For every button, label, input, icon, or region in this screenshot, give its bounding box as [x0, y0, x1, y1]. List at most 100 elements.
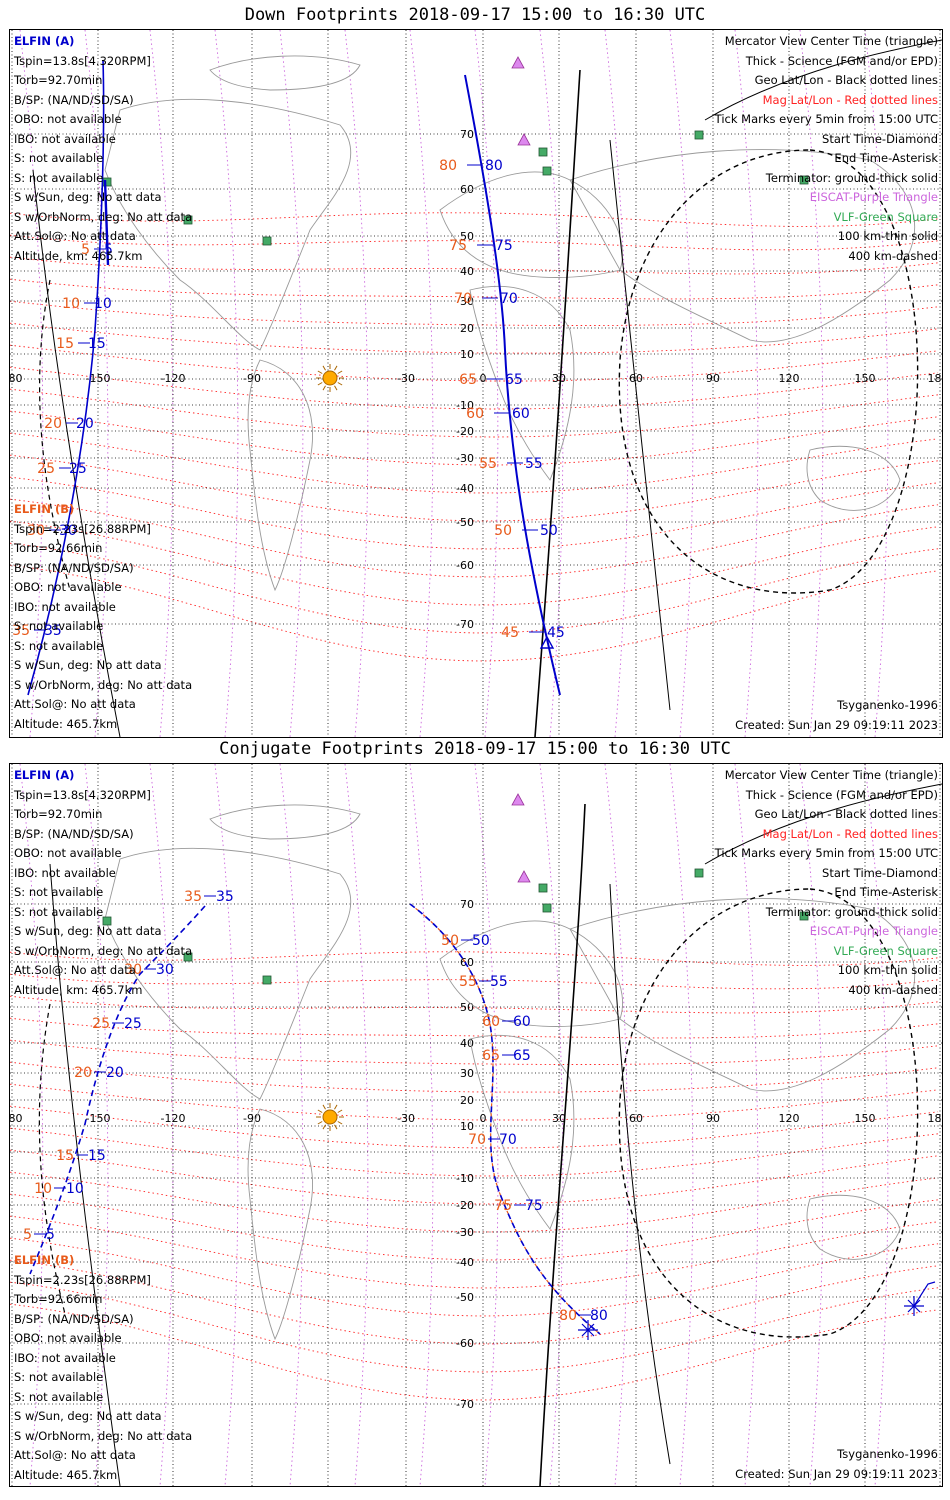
mag-lat-line [10, 432, 939, 494]
sun-icon [322, 370, 338, 386]
info-line: B/SP: (NA/ND/SD/SA) [14, 560, 134, 575]
lat-label: -20 [456, 425, 474, 438]
legend-item: Mercator View Center Time (triangle) [724, 768, 938, 782]
track-a-tick-label-blue: 50 [472, 933, 490, 949]
track-b-tick-label-blue: 25 [124, 1016, 142, 1032]
track-b-tick-label-red: 5 [81, 242, 90, 258]
dashed-400km [618, 149, 919, 594]
track-a-tick-label-blue: 55 [490, 974, 508, 990]
continent-outline [469, 285, 575, 481]
info-line: Altitude, km: 465.7km [14, 982, 143, 997]
track-a-tick-label-blue: 75 [525, 1198, 543, 1214]
continent-outline [806, 445, 901, 511]
info-line: OBO: not available [14, 112, 122, 126]
lat-label: -40 [456, 1256, 474, 1269]
lon-label: 60 [629, 372, 643, 385]
terminator-line [539, 803, 586, 1486]
mag-lat-line [10, 322, 939, 354]
terminator-line [704, 39, 942, 121]
sun-ray [322, 365, 326, 371]
track-b-tick-label-blue: 15 [88, 1148, 106, 1164]
mag-lon-line [474, 30, 499, 737]
info-line: Altitude: 465.7km [14, 716, 118, 731]
track-a-tick-label-blue: 65 [513, 1048, 531, 1064]
sun-ray [334, 1124, 338, 1130]
legend-item: Mag Lat/Lon - Red dotted lines [762, 92, 938, 107]
continent-outline [569, 149, 915, 343]
sun-ray [322, 385, 326, 391]
lon-label: -30 [397, 1112, 415, 1125]
lon-label: -90 [243, 372, 261, 385]
sun-ray [317, 1109, 323, 1113]
info-line: B/SP: (NA/ND/SD/SA) [14, 1311, 134, 1326]
terminator-line [609, 139, 671, 711]
legend-item: End Time-Asterisk [834, 885, 938, 899]
elfin-a-header: ELFIN (A) [14, 768, 75, 782]
panel-title-down: Down Footprints 2018-09-17 15:00 to 16:3… [244, 5, 706, 25]
info-line: S: not available [14, 1389, 104, 1404]
legend-item: VLF-Green Square [833, 943, 938, 958]
elfin-a-info: ELFIN (A) Tspin=13.8s[4.320RPM] Torb=92.… [14, 766, 192, 1000]
mag-lat-line [10, 1281, 939, 1373]
down-footprints-map: 70605040302010-10-20-30-40-50-60-70-180-… [9, 29, 943, 738]
legend-item: End Time-Asterisk [834, 151, 938, 165]
track-b-tick-label-red: 10 [62, 296, 80, 312]
lon-label: 60 [629, 1112, 643, 1125]
vlf-square-icon [799, 175, 809, 185]
lon-label: 0 [480, 1112, 487, 1125]
track-b-tick-label-red: 25 [37, 461, 55, 477]
track-a-tick-label-blue: 60 [513, 1014, 531, 1030]
info-line: S w/Sun, deg: No att data [14, 190, 162, 204]
terminator-line [704, 783, 942, 865]
mag-lat-line [10, 256, 939, 275]
lat-label: -10 [456, 399, 474, 412]
lat-label: 50 [460, 1001, 474, 1014]
lon-label: 120 [779, 372, 800, 385]
mag-lat-line [10, 1039, 939, 1065]
lon-label: 150 [855, 1112, 876, 1125]
info-line: Att.Sol@: No att data [14, 1448, 136, 1462]
info-line: S w/OrbNorm, deg: No att data [14, 209, 193, 224]
info-line: Torb=92.66min [14, 1292, 103, 1306]
track-a-tick-label-red: 80 [559, 1308, 577, 1324]
mag-lat-line [10, 1149, 939, 1205]
sun-ray [337, 1121, 343, 1125]
mag-lon-line [149, 30, 174, 737]
track-a-tick-label-red: 60 [466, 406, 484, 422]
lon-label: -180 [10, 1112, 22, 1125]
legend-item: Tick Marks every 5min from 15:00 UTC [714, 846, 938, 860]
track-a-tick-label-blue: 75 [495, 238, 513, 254]
info-line: S: not available [14, 151, 104, 165]
continent-outline [104, 98, 352, 351]
track-a-tick-label-red: 65 [482, 1048, 500, 1064]
lon-label: 90 [706, 1112, 720, 1125]
track-a-tick-label-red: 50 [441, 933, 459, 949]
elfin-b-track [27, 59, 105, 696]
info-line: IBO: not available [14, 1350, 116, 1365]
track-b-tick-label-red: 15 [56, 336, 74, 352]
track-b-tick-label-blue: 5 [46, 1227, 55, 1243]
legend-item: Start Time-Diamond [822, 865, 938, 880]
lon-label: 180 [928, 372, 943, 385]
track-a-tick-label-blue: 70 [499, 1132, 517, 1148]
elfin-a-header: ELFIN (A) [14, 34, 75, 48]
track-a-tick-label-red: 55 [459, 974, 477, 990]
mag-lat-line [10, 542, 939, 634]
info-line: S w/OrbNorm, deg: No att data [14, 943, 193, 958]
lat-label: 10 [460, 1120, 474, 1133]
lat-label: -70 [456, 1398, 474, 1411]
info-line: OBO: not available [14, 1331, 122, 1345]
legend: Mercator View Center Time (triangle) Thic… [715, 766, 938, 1000]
elfin-b-track-thick [103, 179, 110, 266]
lat-label: 60 [460, 183, 474, 196]
lat-label: -60 [456, 559, 474, 572]
eiscat-triangle-icon [517, 870, 531, 883]
lat-label: -20 [456, 1199, 474, 1212]
sun-icon [322, 1109, 338, 1125]
track-a-tick-label-red: 45 [501, 625, 519, 641]
mag-lat-line [10, 564, 939, 662]
mag-lon-line [734, 30, 759, 737]
sun-ray [337, 1109, 343, 1113]
end-asterisk-icon [578, 1320, 598, 1340]
legend: Mercator View Center Time (triangle) Thic… [715, 32, 938, 266]
